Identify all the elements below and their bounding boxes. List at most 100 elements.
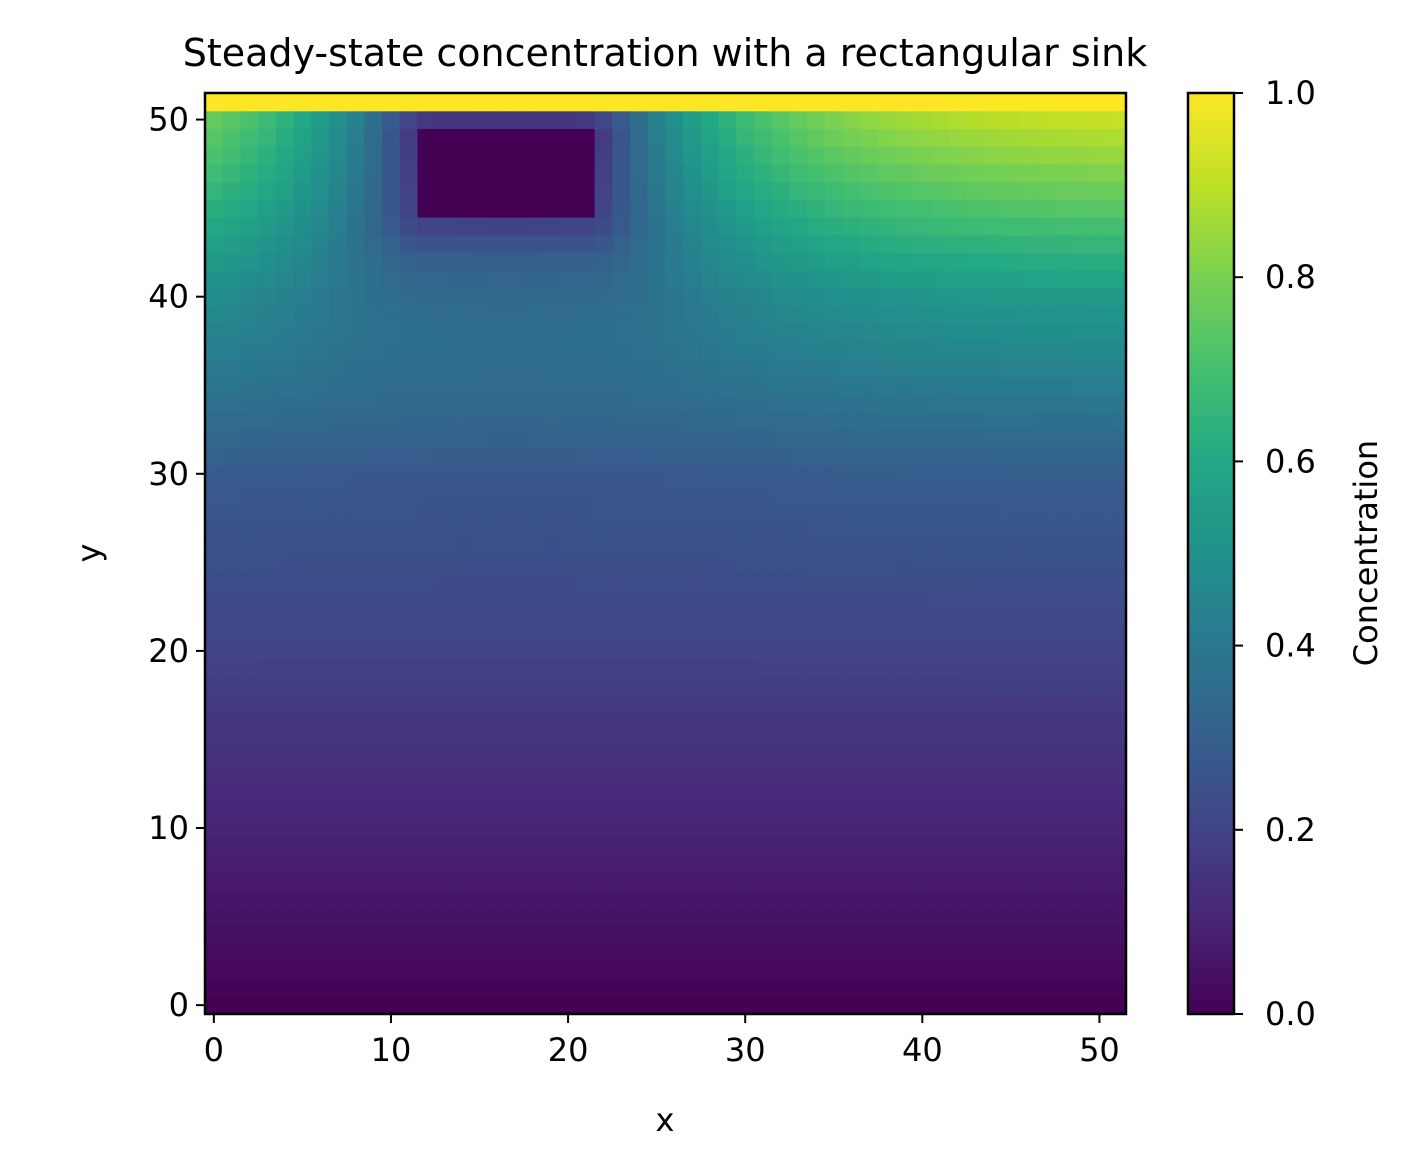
heatmap-cell (488, 163, 507, 183)
heatmap-cell (984, 588, 1003, 608)
heatmap-cell (878, 429, 897, 448)
heatmap-cell (647, 748, 667, 767)
heatmap-cell (506, 128, 525, 147)
heatmap-cell (506, 535, 525, 555)
heatmap-cell (364, 766, 383, 785)
heatmap-cell (878, 500, 897, 519)
colorbar-tick-label: 0.0 (1265, 995, 1316, 1033)
heatmap-cell (275, 960, 295, 980)
heatmap-cell (1072, 500, 1092, 519)
heatmap-cell (311, 801, 330, 820)
heatmap-cell (1072, 925, 1092, 944)
heatmap-cell (984, 500, 1003, 519)
heatmap-cell (1108, 199, 1127, 218)
heatmap-cell (311, 642, 330, 661)
heatmap-cell (1108, 819, 1127, 838)
heatmap-cell (1072, 783, 1092, 803)
heatmap-cell (382, 110, 401, 130)
heatmap-cell (328, 163, 348, 183)
heatmap-cell (576, 766, 596, 785)
heatmap-cell (807, 960, 826, 980)
heatmap-cell (488, 482, 507, 501)
heatmap-cell (452, 323, 472, 342)
heatmap-cell (824, 518, 844, 537)
heatmap-cell (506, 606, 525, 625)
heatmap-cell (860, 659, 879, 679)
heatmap-cell (399, 730, 419, 749)
heatmap-cell (435, 447, 454, 466)
heatmap-cell (222, 305, 242, 324)
heatmap-cell (647, 677, 667, 696)
heatmap-cell (1055, 872, 1074, 891)
heatmap-cell (824, 695, 844, 714)
heatmap-cell (913, 500, 932, 519)
heatmap-cell (700, 677, 720, 696)
heatmap-cell (966, 677, 985, 696)
heatmap-cell (789, 996, 808, 1015)
heatmap-cell (293, 110, 312, 130)
heatmap-cell (647, 624, 667, 643)
heatmap-cell (948, 872, 968, 891)
heatmap-cell (771, 730, 791, 749)
heatmap-cell (931, 163, 950, 183)
heatmap-cell (647, 234, 667, 253)
heatmap-cell (1090, 819, 1109, 838)
heatmap-cell (878, 110, 897, 130)
heatmap-cell (488, 447, 507, 466)
heatmap-cell (878, 907, 897, 927)
heatmap-cell (488, 872, 507, 891)
heatmap-cell (948, 500, 968, 519)
heatmap-cell (718, 464, 737, 484)
heatmap-cell (1090, 482, 1109, 501)
colorbar-tick-label: 0.4 (1265, 627, 1316, 665)
heatmap-cell (1002, 464, 1021, 484)
heatmap-cell (754, 624, 773, 643)
heatmap-cell (1072, 358, 1092, 377)
heatmap-cell (205, 695, 224, 714)
heatmap-cell (878, 323, 897, 342)
heatmap-cell (931, 447, 950, 466)
heatmap-cell (913, 907, 932, 927)
heatmap-cell (576, 978, 596, 997)
heatmap-cell (293, 712, 312, 732)
heatmap-cell (1037, 429, 1056, 448)
heatmap-cell (754, 287, 773, 307)
heatmap-cell (842, 624, 861, 643)
heatmap-cell (948, 199, 968, 218)
heatmap-cell (630, 943, 649, 962)
heatmap-cell (222, 110, 242, 130)
heatmap-cell (382, 216, 401, 236)
heatmap-cell (1055, 376, 1074, 395)
heatmap-cell (523, 482, 543, 501)
heatmap-cell (931, 464, 950, 484)
heatmap-cell (842, 854, 861, 873)
heatmap-cell (205, 836, 224, 856)
heatmap-cell (718, 960, 737, 980)
heatmap-cell (700, 447, 720, 466)
heatmap-cell (452, 340, 472, 360)
heatmap-cell (346, 588, 365, 608)
heatmap-cell (630, 305, 649, 324)
heatmap-cell (523, 181, 543, 200)
heatmap-cell (576, 535, 596, 555)
heatmap-cell (824, 500, 844, 519)
heatmap-cell (789, 482, 808, 501)
heatmap-cell (346, 836, 365, 856)
heatmap-cell (311, 925, 330, 944)
heatmap-cell (205, 996, 224, 1015)
heatmap-cell (488, 606, 507, 625)
heatmap-cell (754, 553, 773, 572)
heatmap-cell (328, 748, 348, 767)
heatmap-cell (541, 252, 560, 271)
heatmap-cell (541, 925, 560, 944)
heatmap-cell (771, 836, 791, 856)
heatmap-cell (506, 252, 525, 271)
heatmap-cell (683, 358, 702, 377)
heatmap-cell (878, 978, 897, 997)
heatmap-cell (205, 252, 224, 271)
heatmap-cell (931, 890, 950, 909)
heatmap-cell (346, 146, 365, 165)
heatmap-cell (506, 801, 525, 820)
heatmap-cell (1019, 712, 1039, 732)
